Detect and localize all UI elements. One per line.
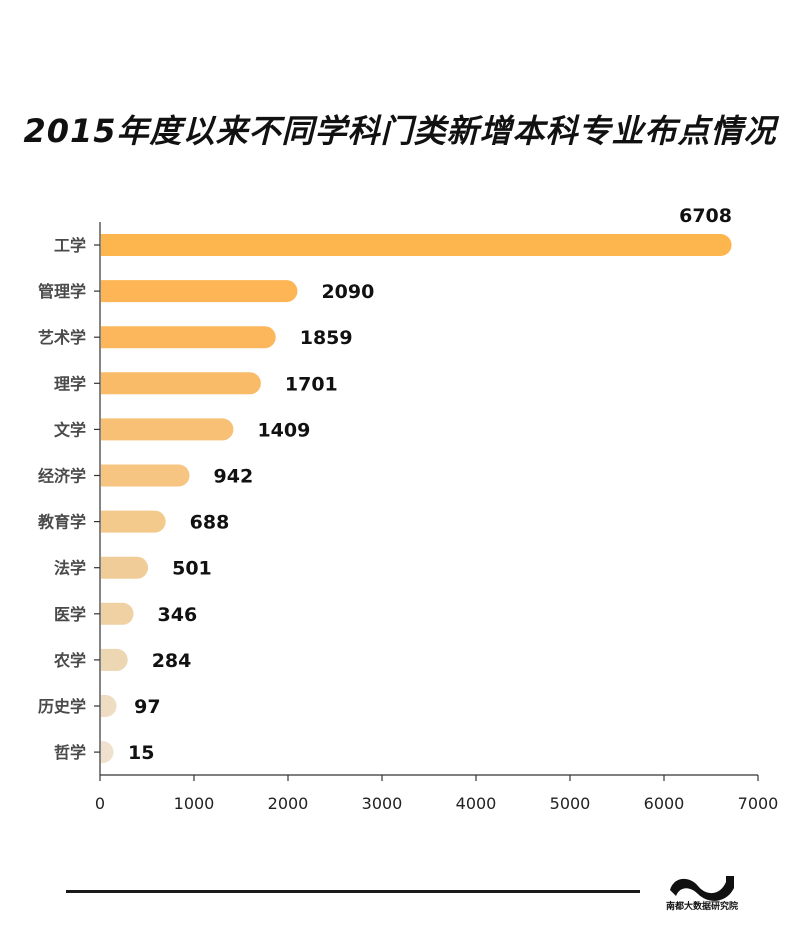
bar [101,648,128,671]
x-tick-label: 3000 [362,794,403,813]
category-label: 管理学 [38,282,86,301]
category-label: 工学 [54,236,86,255]
logo-icon [670,876,734,901]
axes: 0 1000 2000 3000 4000 5000 6000 7000 [94,222,778,813]
bar [101,695,117,717]
category-label: 哲学 [54,743,86,762]
data-label: 942 [214,466,254,488]
category-label: 文学 [54,420,86,439]
bar [101,556,149,579]
category-label: 艺术学 [38,328,86,347]
data-label: 2090 [321,281,374,303]
data-label: 1859 [300,327,353,349]
bar [101,464,190,487]
x-tick-label: 0 [95,794,105,813]
category-label: 法学 [54,559,86,578]
category-label: 医学 [54,605,86,624]
bar [101,602,134,625]
logo-text: 南都大数据研究院 [665,902,738,912]
bar [101,418,234,441]
x-tick-label: 6000 [644,794,685,813]
bar [101,372,261,395]
data-label: 346 [158,604,198,626]
x-tick-label: 4000 [456,794,497,813]
category-label: 农学 [53,651,86,670]
category-label: 历史学 [38,697,86,716]
bar-chart: 0 1000 2000 3000 4000 5000 6000 7000 工学 6708 管理学 2… [38,205,778,813]
category-label: 经济学 [38,467,86,486]
bar [101,280,298,303]
data-label: 501 [172,558,212,580]
bar [101,510,166,533]
data-label: 688 [190,512,230,534]
chart-title: 2015年度以来不同学科门类新增本科专业布点情况 [23,112,777,150]
data-label: 97 [134,696,160,718]
x-tick-label: 2000 [268,794,309,813]
bar [101,234,732,256]
labels: 工学 6708 管理学 2090 艺术学 1859 理学 1701 文学 1409 经济学 942 教育… [38,205,732,764]
x-tick-label: 5000 [550,794,591,813]
category-label: 教育学 [38,513,86,532]
data-label: 284 [152,650,192,672]
x-tick-label: 7000 [738,794,779,813]
bar [101,326,276,349]
data-label: 1409 [257,419,310,441]
data-label: 6708 [679,205,732,227]
data-label: 15 [128,742,154,764]
category-label: 理学 [54,374,86,393]
footer-divider [66,890,640,893]
x-tick-label: 1000 [174,794,215,813]
data-label: 1701 [285,373,338,395]
bars [101,234,732,764]
bar [101,741,114,764]
